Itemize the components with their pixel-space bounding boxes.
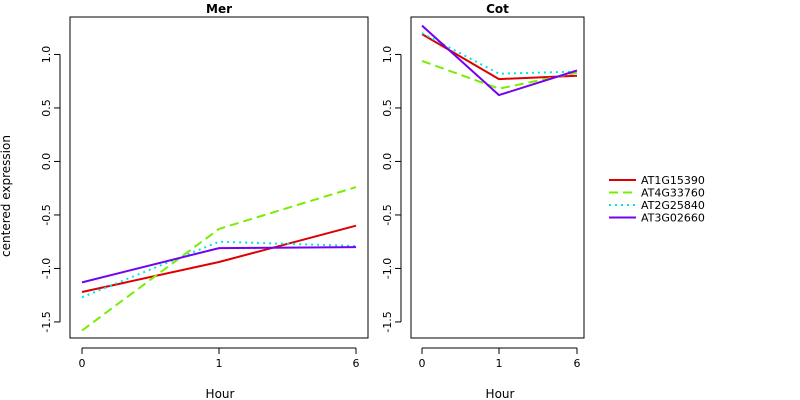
legend-label: AT2G25840 — [641, 199, 705, 212]
y-tick-label: 1.0 — [40, 46, 53, 64]
y-tick-label: 0.5 — [40, 99, 53, 117]
y-tick-label: -1.5 — [40, 311, 53, 332]
legend-label: AT1G15390 — [641, 174, 705, 187]
series-line-at2g25840 — [81, 240, 357, 299]
x-tick-label: 0 — [79, 357, 86, 370]
y-tick-label: 0.0 — [381, 153, 394, 171]
panel-title: Cot — [486, 2, 509, 16]
x-tick-label: 6 — [574, 357, 581, 370]
series-line-at4g33760 — [81, 186, 357, 332]
x-axis-label-left: Hour — [206, 387, 235, 400]
y-tick-label: -0.5 — [40, 204, 53, 225]
x-tick-label: 0 — [419, 357, 426, 370]
y-tick-label: -0.5 — [381, 204, 394, 225]
y-tick-label: 0.5 — [381, 99, 394, 117]
x-tick-label: 6 — [353, 357, 360, 370]
plot-frame — [69, 16, 369, 339]
series-line-at4g33760 — [421, 59, 578, 90]
panel-mer: Mer -1.5 -1.0 -0.5 0.0 0.5 1.0 0 1 6 — [40, 2, 369, 370]
y-tick-label: -1.5 — [381, 311, 394, 332]
panel-cot: Cot -1.5 -1.0 -0.5 0.0 0.5 1.0 0 1 6 — [381, 2, 585, 370]
y-tick-label: -1.0 — [381, 258, 394, 279]
y-axis-label: centered expression — [0, 135, 13, 257]
plot-frame — [410, 16, 585, 339]
series-line-at1g15390 — [421, 33, 578, 81]
x-tick-label: 1 — [496, 357, 503, 370]
series-line-at3g02660 — [81, 246, 357, 284]
series-line-at2g25840 — [421, 32, 578, 75]
y-tick-label: 1.0 — [381, 46, 394, 64]
panel-title: Mer — [206, 2, 232, 16]
series-line-at3g02660 — [421, 24, 578, 97]
series-line-at1g15390 — [81, 224, 357, 293]
x-axis-label-right: Hour — [486, 387, 515, 400]
legend-label: AT3G02660 — [641, 212, 705, 225]
legend-label: AT4G33760 — [641, 187, 705, 200]
x-tick-label: 1 — [216, 357, 223, 370]
y-tick-label: -1.0 — [40, 258, 53, 279]
panels: Mer -1.5 -1.0 -0.5 0.0 0.5 1.0 0 1 6 Cot -1.5 -1.0 -0… — [40, 2, 585, 370]
y-tick-label: 0.0 — [40, 153, 53, 171]
